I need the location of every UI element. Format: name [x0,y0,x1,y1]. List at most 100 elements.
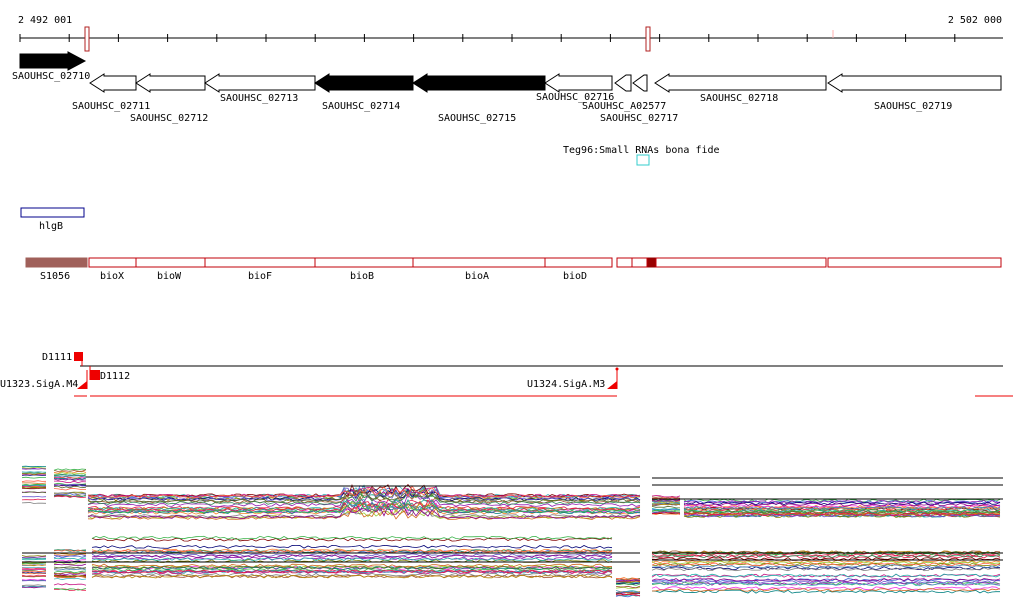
operon-segment-biof[interactable] [204,257,316,268]
expression-line [21,564,47,566]
expression-line [21,473,47,476]
gene-arrow[interactable] [412,73,546,93]
expression-line [21,491,47,494]
gene-arrow[interactable] [654,73,827,93]
operon-segment-biow[interactable] [135,257,206,268]
gene-label: SAOUHSC_02712 [130,113,208,124]
operon-segment-s1056[interactable] [25,257,88,268]
expression-line [53,570,87,574]
gene-label: SAOUHSC_02717 [600,113,678,124]
operon-segment[interactable] [616,257,633,268]
operon-track: S1056 bioX bioW bioF bioB bioA bioD [25,257,1002,282]
expression-line [21,502,47,504]
expression-line [651,588,1001,592]
gene-arrow[interactable] [632,74,648,92]
gene-saouhsc-02719[interactable]: SAOUHSC_02719 [827,73,1002,112]
expression-line [21,480,47,483]
tss-marker-u1323[interactable] [77,381,87,389]
gene-saouhsc-02714[interactable]: SAOUHSC_02714 [314,73,414,112]
expression-line [651,503,681,506]
expression-line [651,497,681,500]
gene-arrow[interactable] [544,73,613,93]
hlgb-label: hlgB [39,221,63,232]
ruler-end-label: 2 502 000 [948,15,1002,26]
expression-line [615,579,641,582]
expression-line [651,560,1001,565]
expression-line [651,511,681,515]
tss-marker-d1112[interactable] [90,370,100,380]
expression-line [651,567,1001,572]
expression-line [87,485,641,499]
expression-profile-lines [21,535,1003,598]
expression-line [21,556,46,558]
expression-line [87,507,641,520]
operon-segment-biob[interactable] [314,257,414,268]
expression-line [22,482,47,484]
expression-line [53,492,87,495]
expression-line [91,537,613,542]
operon-segment-filled[interactable] [647,257,657,268]
srna-feature[interactable] [636,154,650,166]
gene-label: SAOUHSC_02718 [700,93,778,104]
expression-line [21,570,47,573]
expression-line [683,512,1001,517]
expression-line [683,499,1001,504]
expression-line [53,559,87,562]
expression-line [651,589,1000,594]
gene-arrow[interactable] [135,73,206,93]
operon-label: S1056 [40,271,70,282]
expression-line [91,544,613,549]
operon-label: bioX [100,271,124,282]
gene-arrow[interactable] [314,73,414,93]
expression-line [683,506,1001,510]
gene-arrow[interactable] [614,74,632,92]
expression-line [53,568,87,571]
gene-saouhsc-02713[interactable]: SAOUHSC_02713 [204,73,316,104]
gene-saouhsc-a02577[interactable]: SAOUHSC_A02577 [582,74,666,112]
expression-line [53,473,87,477]
gene-saouhsc-02718[interactable]: SAOUHSC_02718 [654,73,827,104]
ruler-ticks [19,34,956,42]
expression-line [683,506,1001,511]
expression-line [87,491,641,505]
hlgb-feature[interactable] [20,207,85,218]
expression-line [21,472,47,474]
expression-line [53,553,87,557]
expression-line [683,502,1001,507]
expression-line [21,557,47,560]
operon-segment-biox[interactable] [88,257,137,268]
tss-marker-d1111[interactable] [74,352,83,361]
tss-label: D1111 [42,352,72,363]
gene-saouhsc-02715[interactable]: SAOUHSC_02715 [412,73,546,124]
gene-saouhsc-02716[interactable]: SAOUHSC_02716 [536,73,614,103]
expression-line [91,557,613,562]
expression-line [651,564,1001,569]
gene-arrow[interactable] [827,73,1002,93]
gene-arrow[interactable] [19,51,87,71]
gene-saouhsc-02717[interactable]: SAOUHSC_02717 [600,74,678,124]
operon-segment-biod[interactable] [544,257,613,268]
expression-line [53,478,87,481]
tss-marker-u1324[interactable] [607,381,617,389]
expression-line [21,483,47,486]
expression-line [21,584,46,587]
gene-arrow[interactable] [89,73,137,93]
expression-line [53,574,87,578]
expression-line [21,555,47,557]
expression-line [651,508,681,511]
expression-line [53,495,87,499]
operon-segment[interactable] [655,257,827,268]
operon-segment[interactable] [631,257,648,268]
operon-segment[interactable] [827,257,1002,268]
gene-label: SAOUHSC_02711 [72,101,150,112]
gene-saouhsc-02712[interactable]: SAOUHSC_02712 [130,73,208,124]
tss-dot [615,367,619,371]
expression-line [615,585,641,589]
hlgb-track: hlgB [20,207,85,232]
operon-segment-bioa[interactable] [412,257,546,268]
gene-saouhsc-02710[interactable]: SAOUHSC_02710 [12,51,90,82]
gene-arrow[interactable] [204,73,316,93]
expression-line [53,566,87,570]
operon-label: bioA [465,271,489,282]
